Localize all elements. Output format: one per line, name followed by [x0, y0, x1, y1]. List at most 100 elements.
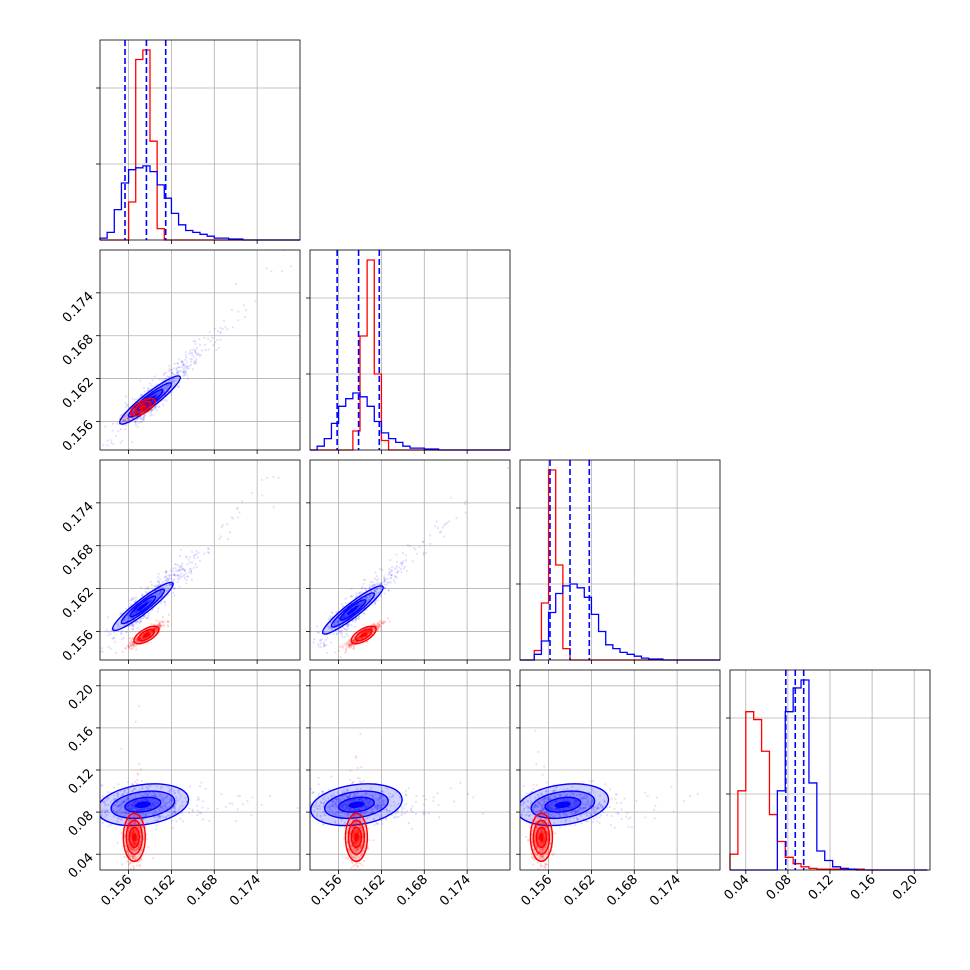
- scatter-point: [339, 656, 342, 659]
- scatter-point: [157, 624, 160, 627]
- scatter-point: [109, 647, 112, 650]
- scatter-point: [141, 637, 145, 640]
- scatter-point: [365, 630, 369, 633]
- scatter-point: [195, 346, 199, 350]
- scatter-point: [148, 601, 151, 604]
- scatter-point: [128, 637, 132, 640]
- scatter-point: [330, 610, 333, 614]
- scatter-point: [422, 803, 426, 806]
- scatter-point: [341, 616, 345, 619]
- scatter-point: [499, 457, 501, 459]
- scatter-point: [355, 617, 358, 620]
- scatter-point: [388, 567, 391, 571]
- scatter-point: [136, 876, 138, 878]
- scatter-point: [158, 625, 161, 628]
- scatter-point: [126, 617, 130, 621]
- scatter-point: [142, 419, 145, 422]
- scatter-point: [143, 637, 146, 640]
- scatter-point: [200, 349, 204, 352]
- scatter-point: [344, 628, 347, 631]
- scatter-point: [131, 625, 135, 628]
- scatter-point: [341, 646, 345, 649]
- scatter-point: [398, 566, 401, 569]
- scatter-point: [110, 441, 113, 445]
- scatter-point: [380, 581, 384, 584]
- scatter-point: [145, 591, 148, 595]
- scatter-point: [135, 620, 138, 624]
- x-tick-label: 0.156: [98, 872, 135, 909]
- scatter-point: [170, 372, 173, 375]
- scatter-point: [231, 326, 235, 329]
- scatter-point: [218, 537, 221, 540]
- scatter-point: [388, 620, 391, 623]
- scatter-point: [145, 587, 148, 590]
- scatter-point: [136, 620, 140, 623]
- scatter-point: [414, 812, 418, 815]
- scatter-point: [326, 651, 329, 655]
- scatter-point: [123, 856, 126, 859]
- scatter-point: [251, 491, 254, 495]
- scatter-point: [411, 827, 414, 830]
- scatter-point: [39, 799, 41, 801]
- scatter-point: [347, 642, 351, 645]
- scatter-point: [349, 643, 352, 646]
- scatter-point: [414, 548, 417, 551]
- scatter-point: [197, 353, 200, 356]
- scatter-point: [162, 386, 166, 389]
- scatter-point: [395, 560, 398, 564]
- scatter-point: [188, 556, 192, 559]
- scatter-point: [167, 380, 170, 383]
- scatter-point: [143, 390, 146, 393]
- scatter-point: [160, 387, 163, 390]
- scatter-point: [382, 621, 385, 624]
- scatter-point: [399, 562, 402, 565]
- scatter-point: [140, 393, 143, 397]
- scatter-point: [370, 626, 374, 629]
- scatter-point: [371, 627, 374, 630]
- scatter-point: [221, 524, 224, 527]
- scatter-point: [183, 363, 186, 367]
- scatter-point: [181, 362, 184, 366]
- scatter-point: [190, 550, 194, 554]
- scatter-point: [126, 412, 129, 415]
- scatter-point: [346, 645, 349, 648]
- scatter-point: [130, 644, 133, 647]
- scatter-point: [354, 640, 357, 644]
- scatter-point: [182, 371, 185, 374]
- scatter-point: [399, 567, 403, 571]
- scatter-point: [190, 578, 193, 581]
- scatter-point: [149, 631, 152, 635]
- scatter-point: [446, 521, 449, 524]
- scatter-point: [375, 822, 378, 825]
- scatter-point: [386, 577, 389, 581]
- scatter-point: [373, 589, 376, 592]
- scatter-point: [168, 574, 171, 577]
- scatter-point: [203, 336, 206, 340]
- scatter-point: [373, 601, 377, 604]
- scatter-point: [348, 646, 351, 649]
- scatter-point: [181, 567, 184, 570]
- scatter-point: [150, 630, 153, 633]
- scatter-point: [187, 571, 191, 574]
- scatter-point: [357, 591, 360, 595]
- scatter-point: [206, 807, 210, 810]
- scatter-point: [111, 422, 115, 425]
- scatter-point: [192, 340, 195, 343]
- scatter-point: [355, 594, 359, 597]
- scatter-point: [185, 582, 188, 585]
- scatter-point: [152, 856, 155, 860]
- scatter-point: [373, 590, 376, 593]
- scatter-point: [207, 348, 210, 351]
- scatter-point: [337, 650, 340, 653]
- scatter-point: [357, 636, 360, 639]
- scatter-point: [139, 635, 143, 638]
- scatter-point: [134, 720, 137, 723]
- scatter-point: [362, 612, 365, 615]
- scatter-point: [352, 639, 356, 642]
- scatter-point: [182, 362, 185, 366]
- scatter-point: [443, 524, 446, 527]
- scatter-point: [368, 584, 371, 587]
- scatter-point: [353, 625, 357, 628]
- scatter-point: [238, 794, 242, 797]
- scatter-point: [130, 640, 133, 643]
